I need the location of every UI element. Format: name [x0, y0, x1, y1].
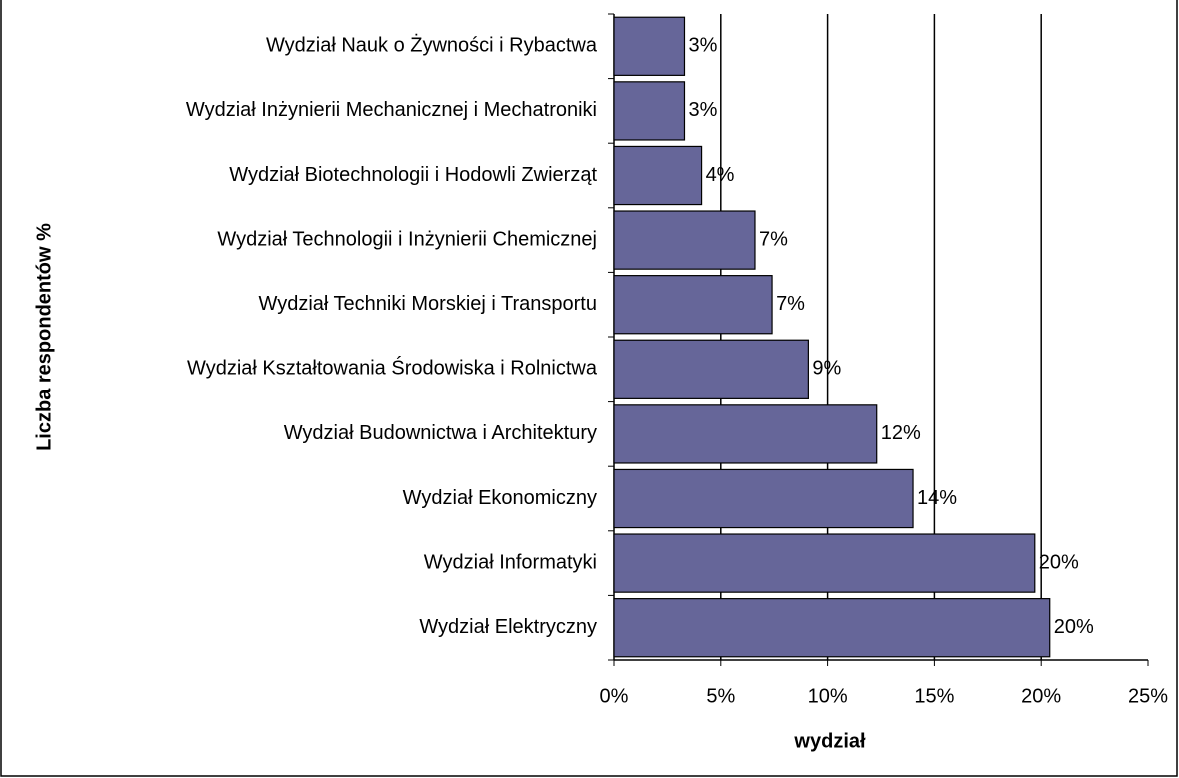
data-label: 12% — [881, 422, 921, 444]
y-tick-label: Wydział Elektryczny — [419, 616, 597, 638]
y-tick-label: Wydział Budownictwa i Architektury — [284, 422, 597, 444]
bar — [613, 533, 1036, 593]
bar — [613, 404, 878, 464]
data-label: 9% — [812, 358, 841, 380]
bar — [613, 210, 756, 270]
x-tick-label: 0% — [600, 685, 629, 707]
x-tick-label: 20% — [1021, 685, 1061, 707]
x-axis-title: wydział — [793, 730, 866, 752]
y-tick-label: Wydział Informatyki — [424, 551, 597, 573]
x-tick-label: 25% — [1128, 685, 1168, 707]
bar — [613, 468, 914, 529]
bar — [613, 339, 809, 399]
data-label: 7% — [776, 293, 805, 315]
y-tick-label: Wydział Kształtowania Środowiska i Rolni… — [187, 356, 598, 380]
bar — [613, 275, 773, 335]
data-label: 4% — [706, 164, 735, 186]
data-label: 3% — [688, 99, 717, 121]
y-tick-label: Wydział Technologii i Inżynierii Chemicz… — [217, 228, 597, 250]
data-label: 20% — [1054, 616, 1094, 638]
data-label: 7% — [759, 228, 788, 250]
y-tick-label: Wydział Techniki Morskiej i Transportu — [259, 293, 597, 315]
y-tick-label: Wydział Biotechnologii i Hodowli Zwierzą… — [229, 164, 597, 186]
y-tick-label: Wydział Ekonomiczny — [403, 487, 597, 509]
x-tick-label: 5% — [706, 685, 735, 707]
y-tick-label: Wydział Nauk o Żywności i Rybactwa — [266, 34, 598, 57]
data-label: 14% — [917, 487, 957, 509]
data-label: 20% — [1039, 551, 1079, 573]
bar — [613, 81, 686, 141]
bar — [613, 145, 703, 206]
bar — [613, 16, 686, 76]
y-tick-label: Wydział Inżynierii Mechanicznej i Mechat… — [186, 99, 597, 121]
bar — [613, 598, 1051, 658]
x-tick-label: 10% — [808, 685, 848, 707]
data-label: 3% — [688, 35, 717, 57]
y-axis-title: Liczba respondentów % — [33, 223, 55, 451]
x-tick-label: 15% — [914, 685, 954, 707]
